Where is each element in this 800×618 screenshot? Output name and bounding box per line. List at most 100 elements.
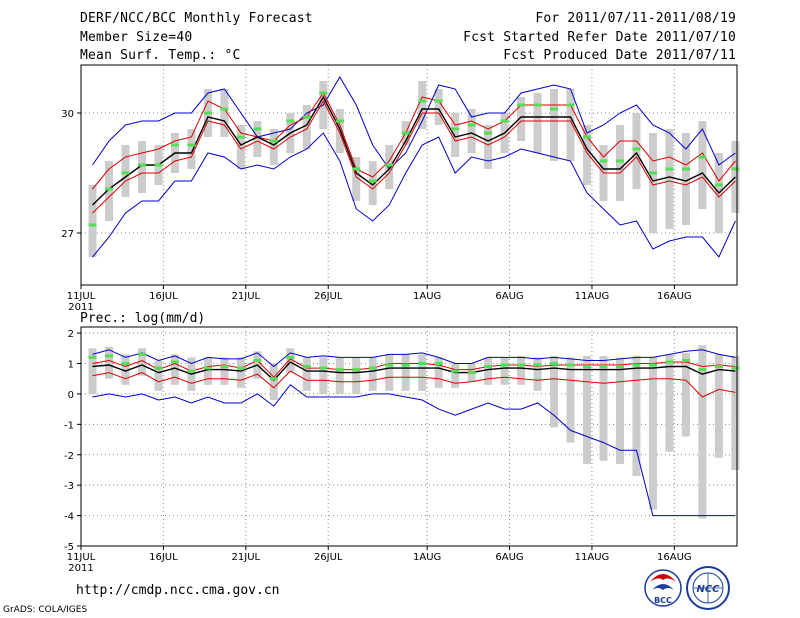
x-tick-label: 21JUL bbox=[232, 552, 261, 563]
ensemble-box bbox=[434, 357, 443, 388]
series-line-mean bbox=[92, 95, 736, 206]
ensemble-box bbox=[154, 360, 163, 391]
ensemble-box bbox=[681, 133, 690, 225]
bcc-logo-text: BCC bbox=[654, 596, 672, 605]
y-tick-label: -2 bbox=[64, 451, 74, 462]
ensemble-box bbox=[88, 185, 97, 257]
ensemble-box bbox=[615, 125, 624, 201]
series-line-max bbox=[92, 349, 736, 368]
ensemble-box bbox=[220, 89, 229, 137]
plot-frame bbox=[80, 64, 738, 286]
x-tick-label: 26JUL bbox=[314, 291, 343, 302]
ensemble-box bbox=[401, 354, 410, 391]
ensemble-box bbox=[665, 129, 674, 229]
ensemble-box bbox=[137, 348, 146, 376]
ensemble-box bbox=[385, 145, 394, 189]
ensemble-box bbox=[451, 363, 460, 388]
ensemble-box bbox=[302, 105, 311, 149]
x-tick-label: 11AUG bbox=[575, 291, 610, 302]
ncc-logo-text: NCC bbox=[696, 584, 720, 595]
ensemble-box bbox=[269, 129, 278, 165]
ensemble-box bbox=[368, 357, 377, 391]
x-tick-label: 6AUG bbox=[495, 552, 523, 563]
x-tick-label: 21JUL bbox=[232, 291, 261, 302]
x-tick-label: 1AUG bbox=[413, 291, 441, 302]
series-line-max bbox=[92, 76, 736, 170]
x-tick-label: 1AUG bbox=[413, 552, 441, 563]
ensemble-box bbox=[335, 109, 344, 153]
ensemble-box bbox=[681, 352, 690, 437]
ensemble-box bbox=[550, 89, 559, 161]
series-line-spread_high bbox=[92, 358, 736, 378]
source-url[interactable]: http://cmdp.ncc.cma.gov.cn bbox=[76, 583, 280, 598]
ensemble-box bbox=[583, 355, 592, 464]
ensemble-box bbox=[418, 354, 427, 391]
ensemble-box bbox=[418, 81, 427, 129]
ensemble-box bbox=[269, 363, 278, 400]
ensemble-box bbox=[170, 354, 179, 385]
ensemble-box bbox=[632, 113, 641, 189]
ensemble-box bbox=[451, 113, 460, 157]
ensemble-box bbox=[583, 125, 592, 185]
x-tick-sublabel: 2011 bbox=[68, 302, 93, 313]
y-tick-label: -4 bbox=[64, 512, 74, 523]
x-tick-label: 16AUG bbox=[657, 552, 692, 563]
y-tick-label: 27 bbox=[61, 229, 74, 240]
ensemble-box bbox=[434, 89, 443, 125]
ensemble-box bbox=[665, 354, 674, 452]
ensemble-box bbox=[302, 357, 311, 391]
plot-frame bbox=[80, 326, 738, 547]
variable-label: Mean Surf. Temp.: °C bbox=[80, 48, 241, 63]
ensemble-box bbox=[352, 357, 361, 394]
x-tick-sublabel: 2011 bbox=[68, 563, 93, 574]
ensemble-box bbox=[517, 97, 526, 141]
ensemble-box bbox=[615, 357, 624, 464]
y-tick-label: -3 bbox=[64, 481, 74, 492]
ensemble-box bbox=[500, 357, 509, 385]
x-tick-label: 11JUL bbox=[67, 291, 96, 302]
x-tick-label: 11AUG bbox=[575, 552, 610, 563]
member-size: Member Size=40 bbox=[80, 30, 193, 45]
chart-title: DERF/NCC/BCC Monthly Forecast bbox=[80, 11, 313, 26]
ensemble-box bbox=[105, 346, 114, 379]
forecast-period: For 2011/07/11-2011/08/19 bbox=[535, 11, 736, 26]
ensemble-box bbox=[648, 357, 657, 510]
ensemble-box bbox=[550, 355, 559, 428]
ensemble-box bbox=[698, 345, 707, 519]
ensemble-box bbox=[484, 125, 493, 169]
series-line-spread_low bbox=[92, 370, 736, 398]
started-date: Fcst Started Refer Date 2011/07/10 bbox=[463, 30, 736, 45]
series-line-min bbox=[92, 384, 736, 517]
ensemble-box bbox=[236, 357, 245, 388]
ensemble-box bbox=[368, 161, 377, 205]
y-tick-label: -1 bbox=[64, 420, 74, 431]
ensemble-box bbox=[121, 145, 130, 197]
y-tick-label: 30 bbox=[61, 109, 74, 120]
ensemble-box bbox=[566, 89, 575, 161]
ensemble-box bbox=[566, 357, 575, 443]
grads-credit: GrADS: COLA/IGES bbox=[3, 605, 88, 615]
ensemble-box bbox=[319, 357, 328, 394]
x-tick-label: 16JUL bbox=[149, 291, 178, 302]
series-line-mean bbox=[92, 361, 736, 382]
ensemble-box bbox=[286, 348, 295, 373]
ensemble-box bbox=[385, 354, 394, 391]
ensemble-box bbox=[698, 121, 707, 209]
ensemble-box bbox=[121, 354, 130, 385]
ensemble-box bbox=[203, 357, 212, 385]
ensemble-box bbox=[137, 141, 146, 193]
x-tick-label: 26JUL bbox=[314, 552, 343, 563]
ensemble-box bbox=[352, 157, 361, 201]
ensemble-box bbox=[236, 125, 245, 169]
y-tick-label: 0 bbox=[68, 390, 74, 401]
y-tick-label: 1 bbox=[68, 360, 74, 371]
ensemble-box bbox=[253, 121, 262, 157]
ensemble-box bbox=[335, 357, 344, 394]
produced-date: Fcst Produced Date 2011/07/11 bbox=[503, 48, 736, 63]
y-tick-label: -5 bbox=[64, 542, 74, 553]
bcc-logo: BCC bbox=[644, 569, 682, 607]
series-line-min bbox=[92, 132, 736, 258]
x-tick-label: 11JUL bbox=[67, 552, 96, 563]
